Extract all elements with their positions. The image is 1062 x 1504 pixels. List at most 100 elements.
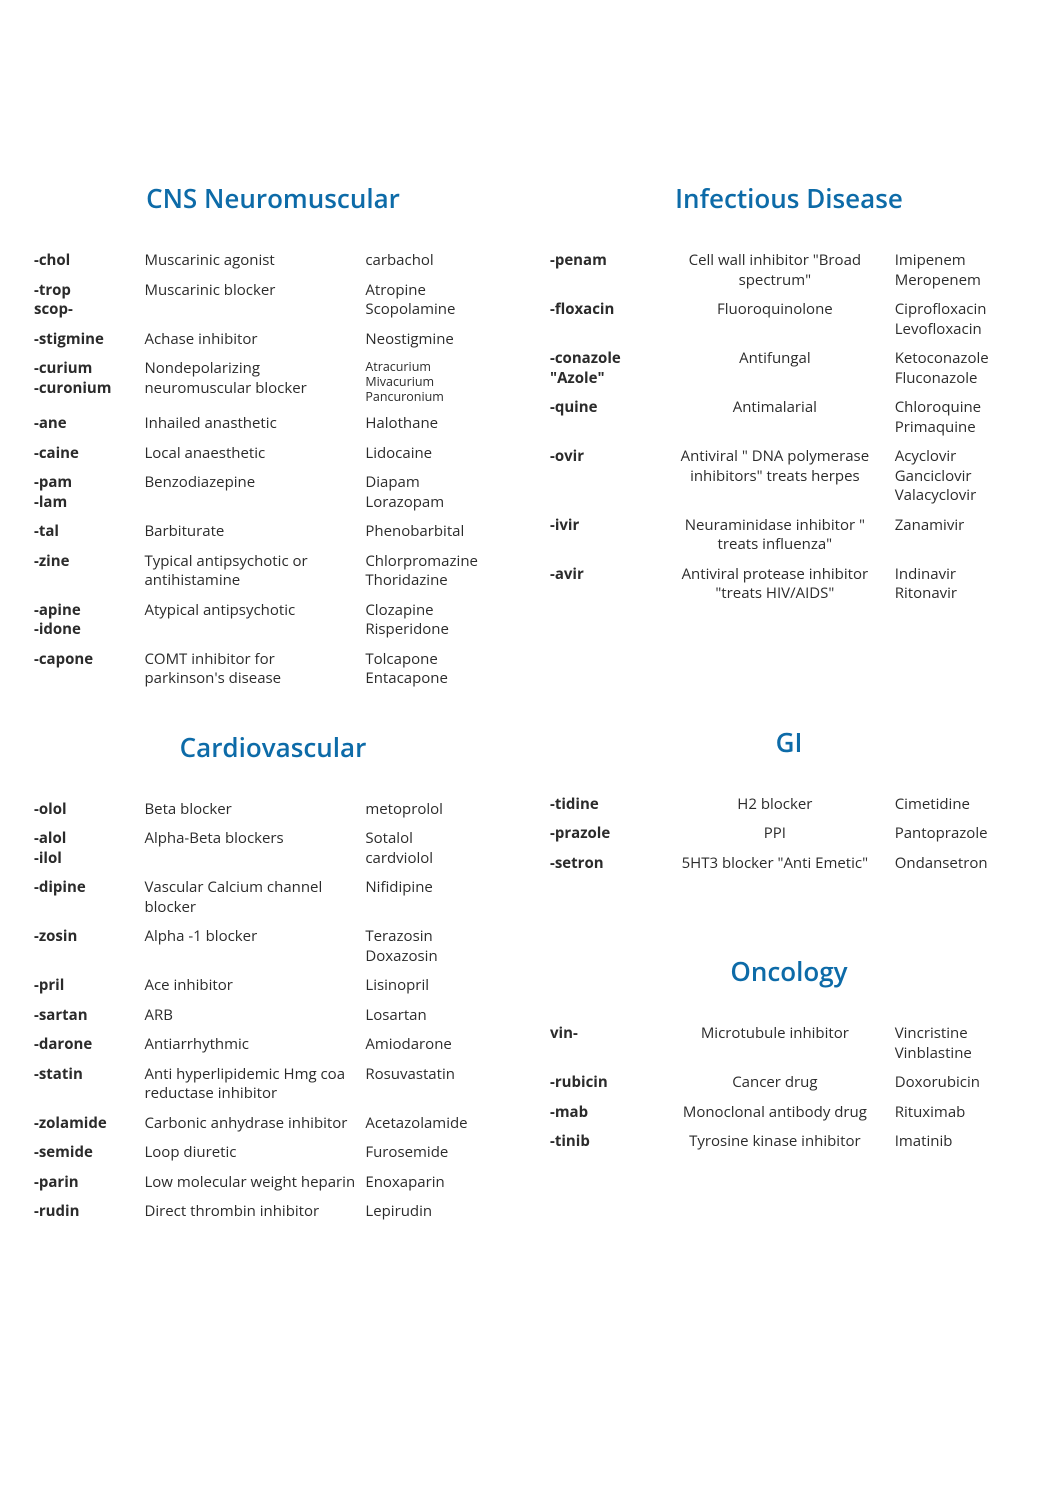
example-cell: Amiodarone: [361, 1030, 516, 1060]
class-cell: Local anaesthetic: [140, 439, 361, 469]
example-cell: Neostigmine: [361, 325, 516, 355]
table-row: -prazole PPI Pantoprazole: [546, 819, 1032, 849]
example-cell: Lepirudin: [361, 1197, 516, 1227]
class-cell: Atypical antipsychotic: [140, 596, 361, 645]
class-cell: Alpha-Beta blockers: [140, 824, 361, 873]
oncology-title: Oncology: [546, 953, 1032, 989]
suffix-cell: -quine: [546, 393, 659, 442]
example-cell: Nifidipine: [361, 873, 516, 922]
class-cell: 5HT3 blocker "Anti Emetic": [659, 849, 891, 879]
class-cell: Inhailed anasthetic: [140, 409, 361, 439]
suffix-cell: -curium-curonium: [30, 354, 140, 409]
suffix-cell: -darone: [30, 1030, 140, 1060]
class-cell: Fluoroquinolone: [659, 295, 891, 344]
suffix-cell: -tidine: [546, 790, 659, 820]
example-cell: Cimetidine: [891, 790, 1032, 820]
example-cell: ChlorpromazineThoridazine: [361, 547, 516, 596]
example-cell: Lisinopril: [361, 971, 516, 1001]
suffix-cell: -alol-ilol: [30, 824, 140, 873]
infectious-section: Infectious Disease -penam Cell wall inhi…: [546, 180, 1032, 609]
infectious-title: Infectious Disease: [546, 180, 1032, 216]
suffix-cell: -caine: [30, 439, 140, 469]
table-row: -tinib Tyrosine kinase inhibitor Imatini…: [546, 1127, 1032, 1157]
table-row: -rubicin Cancer drug Doxorubicin: [546, 1068, 1032, 1098]
table-row: -ovir Antiviral " DNA polymerase inhibit…: [546, 442, 1032, 511]
table-row: -statin Anti hyperlipidemic Hmg coa redu…: [30, 1060, 516, 1109]
suffix-cell: -parin: [30, 1168, 140, 1198]
suffix-cell: -chol: [30, 246, 140, 276]
suffix-cell: -avir: [546, 560, 659, 609]
class-cell: Monoclonal antibody drug: [659, 1098, 891, 1128]
spacer: [546, 644, 1032, 724]
cardio-table: -olol Beta blocker metoprolol -alol-ilol…: [30, 795, 516, 1227]
cardio-title: Cardiovascular: [30, 729, 516, 765]
example-cell: metoprolol: [361, 795, 516, 825]
table-row: -zolamide Carbonic anhydrase inhibitor A…: [30, 1109, 516, 1139]
class-cell: Tyrosine kinase inhibitor: [659, 1127, 891, 1157]
table-row: -capone COMT inhibitor for parkinson's d…: [30, 645, 516, 694]
class-cell: Neuraminidase inhibitor " treats influen…: [659, 511, 891, 560]
example-cell: Zanamivir: [891, 511, 1032, 560]
example-cell: TolcaponeEntacapone: [361, 645, 516, 694]
suffix-cell: -ovir: [546, 442, 659, 511]
example-cell: Lidocaine: [361, 439, 516, 469]
table-row: -avir Antiviral protease inhibitor "trea…: [546, 560, 1032, 609]
suffix-cell: -pam-lam: [30, 468, 140, 517]
example-cell: Phenobarbital: [361, 517, 516, 547]
table-row: -tidine H2 blocker Cimetidine: [546, 790, 1032, 820]
class-cell: Barbiturate: [140, 517, 361, 547]
example-cell: DiapamLorazopam: [361, 468, 516, 517]
right-column: Infectious Disease -penam Cell wall inhi…: [546, 180, 1032, 1262]
class-cell: Low molecular weight heparin: [140, 1168, 361, 1198]
table-row: -chol Muscarinic agonist carbachol: [30, 246, 516, 276]
main-container: CNS Neuromuscular -chol Muscarinic agoni…: [30, 180, 1032, 1262]
class-cell: Beta blocker: [140, 795, 361, 825]
suffix-cell: -dipine: [30, 873, 140, 922]
example-cell: AcyclovirGanciclovirValacyclovir: [891, 442, 1032, 511]
example-cell: ClozapineRisperidone: [361, 596, 516, 645]
example-cell: Rituximab: [891, 1098, 1032, 1128]
table-row: -curium-curonium Nondepolarizing neuromu…: [30, 354, 516, 409]
suffix-cell: -mab: [546, 1098, 659, 1128]
suffix-cell: -tropscop-: [30, 276, 140, 325]
class-cell: Muscarinic agonist: [140, 246, 361, 276]
spacer: [546, 913, 1032, 953]
suffix-cell: -pril: [30, 971, 140, 1001]
example-cell: Acetazolamide: [361, 1109, 516, 1139]
example-cell: Imatinib: [891, 1127, 1032, 1157]
class-cell: Anti hyperlipidemic Hmg coa reductase in…: [140, 1060, 361, 1109]
table-row: -pril Ace inhibitor Lisinopril: [30, 971, 516, 1001]
suffix-cell: -rubicin: [546, 1068, 659, 1098]
suffix-cell: -rudin: [30, 1197, 140, 1227]
suffix-cell: -penam: [546, 246, 659, 295]
class-cell: Nondepolarizing neuromuscular blocker: [140, 354, 361, 409]
class-cell: Ace inhibitor: [140, 971, 361, 1001]
example-cell: Furosemide: [361, 1138, 516, 1168]
cns-title: CNS Neuromuscular: [30, 180, 516, 216]
suffix-cell: -apine-idone: [30, 596, 140, 645]
class-cell: Antifungal: [659, 344, 891, 393]
table-row: vin- Microtubule inhibitor VincristineVi…: [546, 1019, 1032, 1068]
example-cell: carbachol: [361, 246, 516, 276]
class-cell: Microtubule inhibitor: [659, 1019, 891, 1068]
class-cell: Antiviral " DNA polymerase inhibitors" t…: [659, 442, 891, 511]
table-row: -zine Typical antipsychotic or antihista…: [30, 547, 516, 596]
table-row: -alol-ilol Alpha-Beta blockers Sotalolca…: [30, 824, 516, 873]
example-cell: Rosuvastatin: [361, 1060, 516, 1109]
suffix-cell: -floxacin: [546, 295, 659, 344]
table-row: -ivir Neuraminidase inhibitor " treats i…: [546, 511, 1032, 560]
table-row: -semide Loop diuretic Furosemide: [30, 1138, 516, 1168]
infectious-table: -penam Cell wall inhibitor "Broad spectr…: [546, 246, 1032, 609]
class-cell: PPI: [659, 819, 891, 849]
table-row: -apine-idone Atypical antipsychotic Cloz…: [30, 596, 516, 645]
oncology-section: Oncology vin- Microtubule inhibitor Vinc…: [546, 953, 1032, 1157]
example-cell: Sotalolcardviolol: [361, 824, 516, 873]
suffix-cell: -tal: [30, 517, 140, 547]
example-cell: KetoconazoleFluconazole: [891, 344, 1032, 393]
class-cell: Direct thrombin inhibitor: [140, 1197, 361, 1227]
table-row: -quine Antimalarial ChloroquinePrimaquin…: [546, 393, 1032, 442]
class-cell: Antimalarial: [659, 393, 891, 442]
example-cell: ChloroquinePrimaquine: [891, 393, 1032, 442]
class-cell: Typical antipsychotic or antihistamine: [140, 547, 361, 596]
table-row: -tal Barbiturate Phenobarbital: [30, 517, 516, 547]
